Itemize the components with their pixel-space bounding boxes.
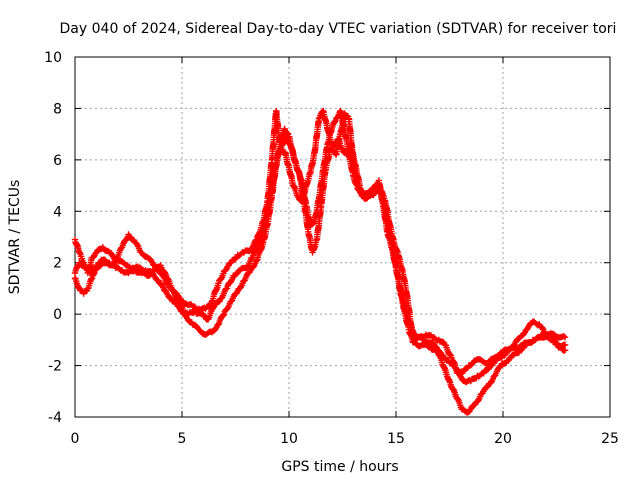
data-marker bbox=[117, 245, 124, 253]
data-marker bbox=[103, 258, 110, 265]
axis-ticks bbox=[74, 56, 611, 418]
data-marker bbox=[315, 117, 322, 125]
data-marker bbox=[252, 236, 260, 244]
data-marker bbox=[284, 130, 291, 137]
x-tick-label: 25 bbox=[601, 431, 619, 447]
data-marker bbox=[405, 323, 412, 331]
data-marker bbox=[560, 333, 567, 340]
y-tick-label: 6 bbox=[53, 153, 62, 169]
series-track-b bbox=[71, 107, 569, 416]
data-marker bbox=[298, 176, 305, 184]
x-tick-labels: 0 5 10 15 20 25 bbox=[71, 431, 619, 447]
data-marker bbox=[353, 182, 361, 189]
x-tick-label: 10 bbox=[280, 431, 298, 447]
y-tick-label: -4 bbox=[48, 410, 62, 426]
data-marker bbox=[226, 260, 233, 267]
y-tick-label: 2 bbox=[53, 256, 62, 272]
y-tick-labels: -4 -2 0 2 4 6 8 10 bbox=[44, 50, 62, 426]
y-tick-label: 0 bbox=[53, 307, 62, 323]
data-marker bbox=[501, 360, 509, 367]
data-marker bbox=[210, 304, 217, 311]
data-marker bbox=[310, 219, 317, 227]
data-marker bbox=[424, 342, 431, 350]
data-marker bbox=[488, 378, 495, 386]
data-marker bbox=[79, 259, 87, 266]
data-marker bbox=[161, 269, 169, 277]
data-marker bbox=[560, 341, 567, 348]
data-marker bbox=[418, 334, 425, 341]
data-marker bbox=[215, 298, 222, 306]
data-marker bbox=[508, 352, 515, 360]
x-tick-label: 0 bbox=[71, 431, 80, 447]
data-marker bbox=[246, 268, 253, 276]
data-marker bbox=[250, 263, 257, 270]
series-track-c bbox=[71, 107, 569, 377]
x-tick-label: 15 bbox=[387, 431, 405, 447]
data-marker bbox=[285, 162, 292, 169]
chart-title: Day 040 of 2024, Sidereal Day-to-day VTE… bbox=[60, 21, 617, 37]
data-marker bbox=[88, 275, 95, 282]
data-marker bbox=[560, 347, 567, 354]
data-marker bbox=[238, 250, 245, 257]
data-marker bbox=[141, 270, 149, 278]
data-marker bbox=[344, 113, 352, 120]
data-marker bbox=[116, 266, 123, 273]
data-marker bbox=[332, 117, 339, 125]
data-marker bbox=[220, 310, 228, 318]
data-marker bbox=[259, 240, 266, 248]
data-marker bbox=[439, 338, 447, 346]
data-marker bbox=[349, 169, 357, 176]
data-marker bbox=[412, 339, 419, 347]
data-marker bbox=[533, 321, 541, 328]
data-marker bbox=[309, 220, 316, 228]
data-marker bbox=[289, 148, 297, 156]
data-marker bbox=[276, 139, 284, 146]
data-marker bbox=[252, 237, 259, 245]
data-marker bbox=[222, 286, 229, 294]
data-marker bbox=[433, 336, 440, 343]
data-marker bbox=[323, 124, 331, 131]
data-marker bbox=[244, 263, 252, 270]
y-tick-label: 8 bbox=[53, 101, 62, 117]
data-marker bbox=[379, 192, 386, 200]
x-tick-label: 5 bbox=[178, 431, 187, 447]
data-marker bbox=[209, 305, 216, 312]
data-marker bbox=[218, 275, 225, 282]
data-marker bbox=[334, 114, 341, 121]
x-axis-label: GPS time / hours bbox=[281, 459, 398, 475]
data-marker bbox=[533, 335, 541, 342]
y-tick-label: -2 bbox=[48, 359, 62, 375]
data-marker bbox=[214, 282, 222, 289]
y-tick-label: 4 bbox=[53, 204, 62, 220]
grid-lines bbox=[75, 57, 610, 417]
data-marker bbox=[220, 312, 227, 319]
data-series bbox=[71, 107, 569, 416]
data-marker bbox=[559, 346, 566, 353]
data-marker bbox=[477, 371, 485, 378]
data-marker bbox=[452, 391, 459, 398]
data-marker bbox=[178, 302, 185, 309]
data-marker bbox=[175, 298, 183, 305]
data-marker bbox=[447, 352, 455, 359]
data-marker bbox=[364, 193, 372, 200]
data-marker bbox=[485, 365, 492, 373]
data-marker bbox=[521, 342, 528, 350]
data-marker bbox=[233, 289, 241, 297]
y-axis-label: SDTVAR / TECUs bbox=[7, 180, 23, 295]
x-tick-label: 20 bbox=[494, 431, 512, 447]
data-marker bbox=[172, 299, 180, 307]
data-marker bbox=[168, 286, 176, 293]
data-marker bbox=[181, 311, 189, 319]
data-marker bbox=[328, 127, 335, 135]
y-tick-label: 10 bbox=[44, 50, 62, 66]
data-marker bbox=[508, 344, 515, 352]
data-marker bbox=[447, 351, 454, 359]
data-marker bbox=[356, 187, 363, 195]
